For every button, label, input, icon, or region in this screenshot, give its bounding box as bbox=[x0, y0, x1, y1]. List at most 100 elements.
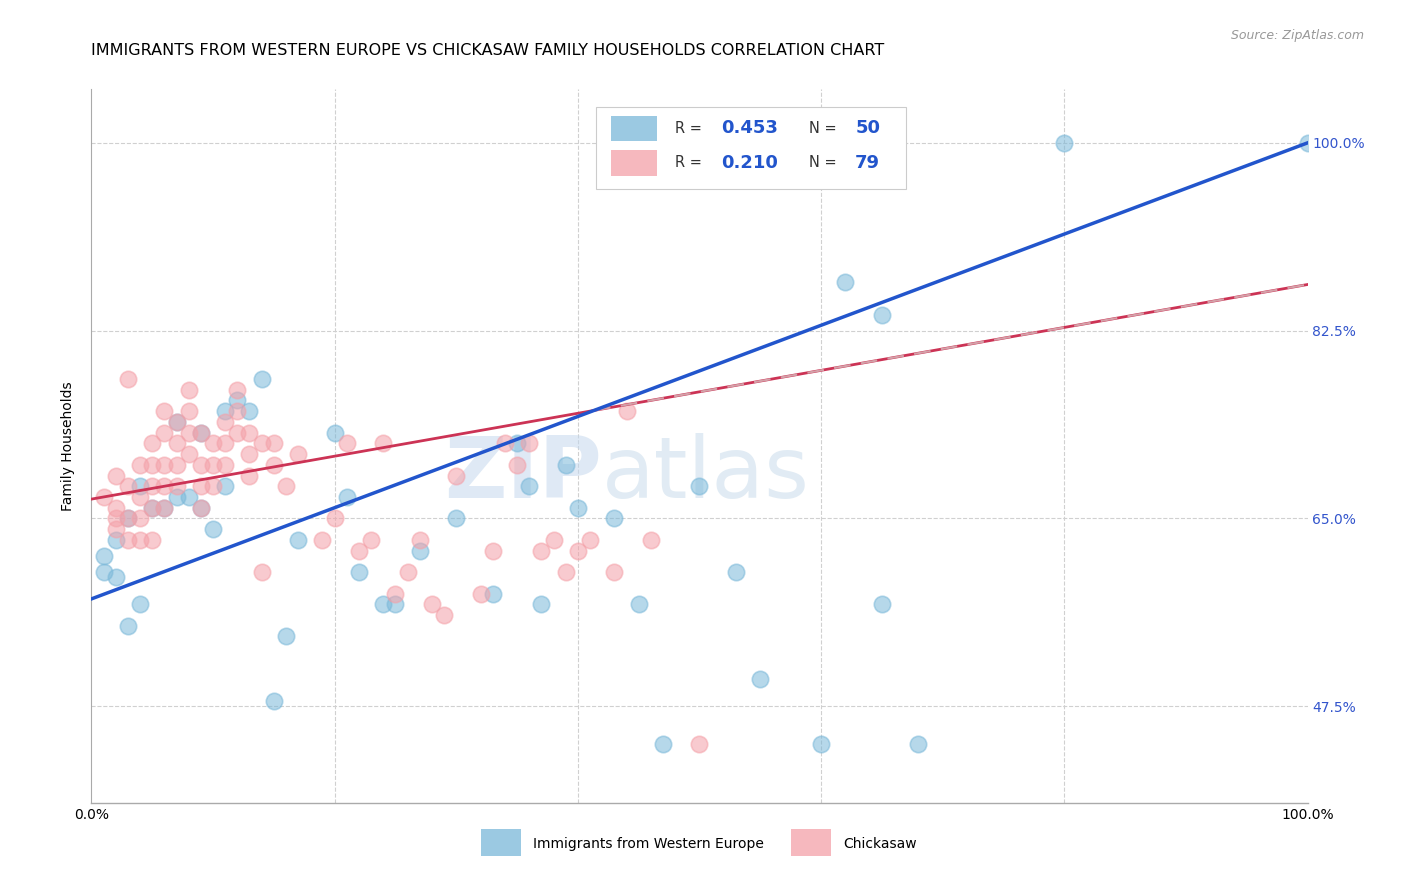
Point bbox=[129, 533, 152, 547]
Point bbox=[190, 500, 212, 515]
Point bbox=[202, 479, 225, 493]
Point bbox=[603, 511, 626, 525]
Point bbox=[652, 737, 675, 751]
Point bbox=[384, 597, 406, 611]
Point bbox=[166, 415, 188, 429]
Y-axis label: Family Households: Family Households bbox=[62, 381, 76, 511]
Point bbox=[153, 425, 176, 440]
Point bbox=[214, 404, 236, 418]
Point bbox=[141, 479, 163, 493]
Point bbox=[263, 458, 285, 472]
Point bbox=[177, 404, 200, 418]
Point bbox=[396, 565, 419, 579]
Point bbox=[347, 543, 370, 558]
Point bbox=[117, 479, 139, 493]
Point bbox=[117, 372, 139, 386]
Point bbox=[433, 607, 456, 622]
Point bbox=[141, 500, 163, 515]
Point bbox=[214, 479, 236, 493]
Point bbox=[287, 447, 309, 461]
Point bbox=[336, 436, 359, 450]
Point bbox=[129, 479, 152, 493]
Point bbox=[166, 436, 188, 450]
Point bbox=[117, 619, 139, 633]
Point bbox=[517, 436, 540, 450]
Point bbox=[177, 447, 200, 461]
Point bbox=[129, 511, 152, 525]
Point bbox=[202, 436, 225, 450]
Point bbox=[129, 597, 152, 611]
Point bbox=[190, 458, 212, 472]
Point bbox=[530, 543, 553, 558]
Point bbox=[311, 533, 333, 547]
Point bbox=[274, 630, 297, 644]
Point bbox=[226, 383, 249, 397]
Point bbox=[870, 597, 893, 611]
Point bbox=[810, 737, 832, 751]
Text: N =: N = bbox=[808, 121, 841, 136]
Point bbox=[627, 597, 650, 611]
Point bbox=[444, 468, 467, 483]
Point bbox=[104, 533, 127, 547]
Point bbox=[409, 533, 432, 547]
Point bbox=[834, 276, 856, 290]
Point bbox=[749, 673, 772, 687]
Point bbox=[409, 543, 432, 558]
Point bbox=[238, 425, 260, 440]
Point bbox=[190, 500, 212, 515]
Point bbox=[640, 533, 662, 547]
Point bbox=[177, 425, 200, 440]
Point bbox=[554, 565, 576, 579]
Point bbox=[274, 479, 297, 493]
Point bbox=[250, 565, 273, 579]
Point bbox=[263, 694, 285, 708]
Point bbox=[214, 436, 236, 450]
Point bbox=[153, 404, 176, 418]
Text: ZIP: ZIP bbox=[444, 433, 602, 516]
Point bbox=[141, 500, 163, 515]
Point bbox=[166, 458, 188, 472]
Point bbox=[104, 500, 127, 515]
Text: Chickasaw: Chickasaw bbox=[844, 838, 917, 851]
Point bbox=[250, 372, 273, 386]
Point bbox=[166, 479, 188, 493]
Point bbox=[93, 490, 115, 504]
Point bbox=[190, 479, 212, 493]
Point bbox=[117, 511, 139, 525]
Point bbox=[238, 404, 260, 418]
Point bbox=[336, 490, 359, 504]
Point bbox=[93, 565, 115, 579]
Point bbox=[238, 468, 260, 483]
Point bbox=[567, 543, 589, 558]
Point bbox=[554, 458, 576, 472]
Text: R =: R = bbox=[675, 121, 707, 136]
Point bbox=[226, 425, 249, 440]
Point bbox=[470, 586, 492, 600]
Point bbox=[373, 597, 395, 611]
Point bbox=[543, 533, 565, 547]
FancyBboxPatch shape bbox=[610, 116, 657, 141]
Point bbox=[530, 597, 553, 611]
Point bbox=[250, 436, 273, 450]
Text: 0.210: 0.210 bbox=[721, 153, 779, 171]
Point bbox=[153, 458, 176, 472]
Point bbox=[141, 436, 163, 450]
Point bbox=[117, 511, 139, 525]
FancyBboxPatch shape bbox=[481, 830, 520, 856]
Point bbox=[1296, 136, 1319, 150]
Text: 50: 50 bbox=[855, 120, 880, 137]
FancyBboxPatch shape bbox=[596, 107, 907, 189]
Text: Source: ZipAtlas.com: Source: ZipAtlas.com bbox=[1230, 29, 1364, 42]
Point bbox=[603, 565, 626, 579]
Point bbox=[141, 533, 163, 547]
Text: atlas: atlas bbox=[602, 433, 810, 516]
Point bbox=[153, 479, 176, 493]
Point bbox=[870, 308, 893, 322]
Point bbox=[214, 458, 236, 472]
Point bbox=[166, 490, 188, 504]
Point bbox=[360, 533, 382, 547]
Text: N =: N = bbox=[808, 155, 841, 170]
Point bbox=[153, 500, 176, 515]
FancyBboxPatch shape bbox=[790, 830, 831, 856]
Point bbox=[494, 436, 516, 450]
